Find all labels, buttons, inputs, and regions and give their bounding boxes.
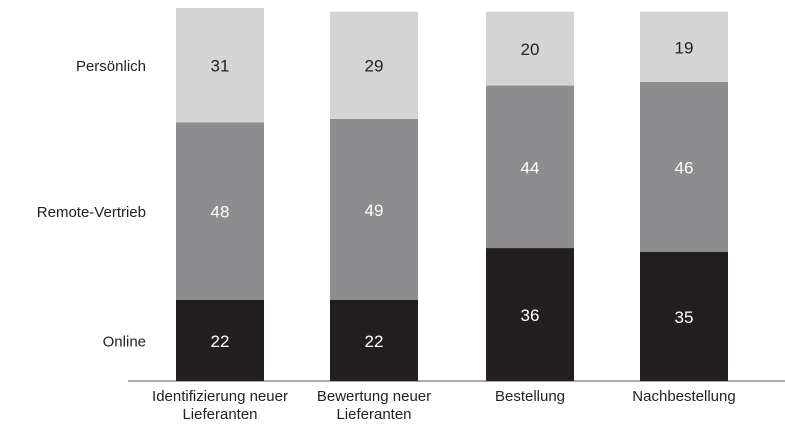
bar-segment <box>330 118 418 300</box>
value-label: 19 <box>675 38 694 57</box>
bar-segment <box>176 122 264 300</box>
bar-segment <box>330 11 418 119</box>
bar-segment <box>640 251 728 381</box>
x-tick-label: Identifizierung neuer Lieferanten <box>152 388 288 423</box>
x-tick-label: Bewertung neuer Lieferanten <box>316 388 432 423</box>
x-tick-label: Nachbestellung <box>632 388 736 405</box>
value-label: 49 <box>365 201 384 220</box>
x-tick-label: Bestellung <box>494 388 566 405</box>
bar-segment <box>486 248 574 381</box>
legend-label: Persönlich <box>76 58 146 75</box>
bar-segment <box>640 81 728 252</box>
value-label: 22 <box>211 332 230 351</box>
value-label: 20 <box>521 40 540 59</box>
legend-label: Remote-Vertrieb <box>37 204 146 221</box>
value-label: 48 <box>211 203 230 222</box>
value-label: 36 <box>521 306 540 325</box>
bar-segment <box>640 11 728 82</box>
value-label: 46 <box>675 158 694 177</box>
bar-segment <box>486 85 574 249</box>
value-label: 44 <box>521 158 540 177</box>
value-label: 29 <box>365 57 384 76</box>
bar-segment <box>176 299 264 381</box>
value-label: 31 <box>211 57 230 76</box>
value-label: 22 <box>365 332 384 351</box>
bar-segment <box>176 8 264 123</box>
bar-segment <box>486 11 574 86</box>
value-label: 35 <box>675 308 694 327</box>
legend-label: Online <box>103 333 146 350</box>
bar-segment <box>330 299 418 381</box>
